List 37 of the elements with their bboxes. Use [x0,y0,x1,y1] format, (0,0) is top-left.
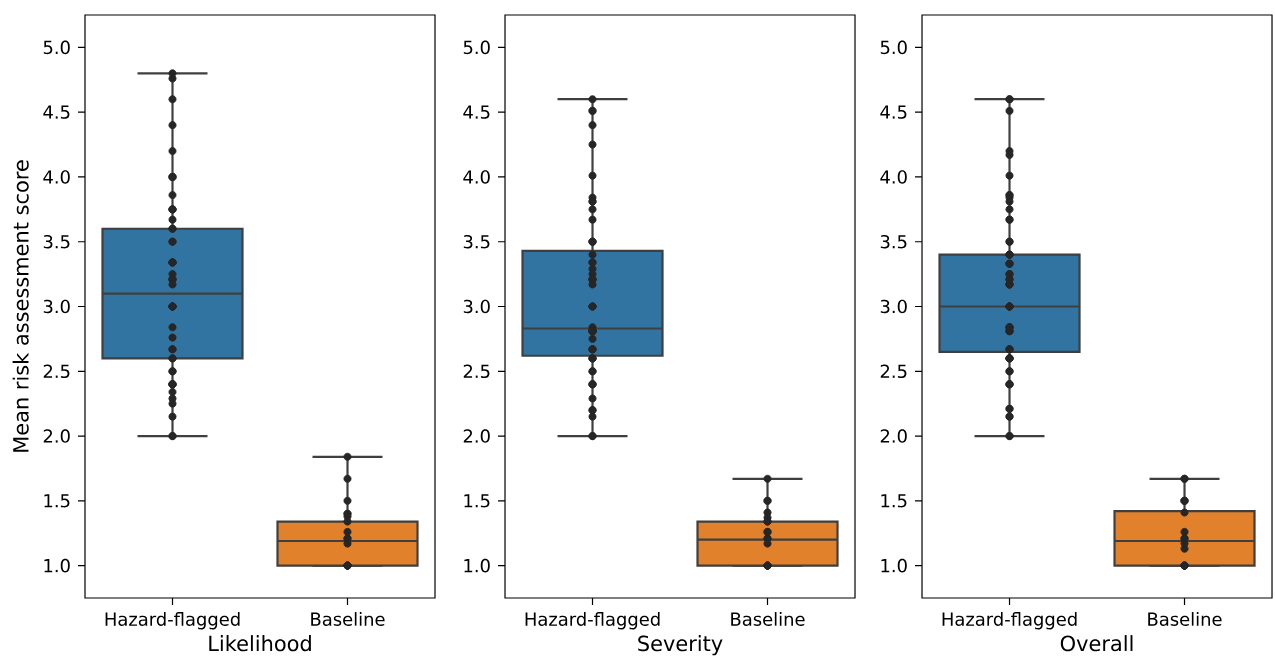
x-tick-label: Hazard-flagged [525,612,660,630]
x-tick-label: Hazard-flagged [105,612,240,630]
y-tick-label: 3.5 [880,234,907,249]
x-tick-label: Hazard-flagged [942,612,1077,630]
x-axis-title: Overall [1060,635,1133,652]
y-tick-label: 4.5 [43,105,70,119]
y-tick-label: 2.5 [43,364,70,379]
y-tick-label: 3.0 [43,299,70,314]
y-tick-label: 1.5 [881,494,907,508]
y-tick-label: 2.0 [43,429,70,443]
x-tick-label: Baseline [731,612,805,626]
x-axis-title: Likelihood [209,635,311,652]
x-axis-title: Severity [638,635,723,656]
y-tick-label: 4.0 [880,170,907,184]
y-tick-label: 3.5 [463,234,490,249]
y-tick-label: 2.0 [880,429,907,443]
y-tick-label: 3.0 [463,299,490,314]
y-axis-title: Mean risk assessment score [12,160,29,452]
x-tick-label: Baseline [1148,612,1222,626]
y-tick-label: 1.0 [881,558,907,573]
y-tick-label: 5.0 [463,40,490,55]
y-tick-label: 1.0 [44,558,70,573]
y-tick-label: 1.5 [44,494,70,508]
y-tick-label: 4.0 [43,170,70,184]
y-tick-label: 2.5 [880,364,907,379]
y-tick-label: 2.0 [463,429,490,443]
y-tick-label: 4.5 [880,105,907,119]
y-tick-label: 3.0 [880,299,907,314]
y-tick-label: 3.5 [43,234,70,249]
y-tick-label: 5.0 [880,40,907,55]
x-tick-label: Baseline [311,612,385,626]
y-tick-label: 2.5 [463,364,490,379]
y-tick-label: 4.0 [463,170,490,184]
y-tick-label: 4.5 [463,105,490,119]
y-tick-label: 1.0 [464,558,490,573]
y-tick-label: 5.0 [43,40,70,55]
y-tick-label: 1.5 [464,494,490,508]
